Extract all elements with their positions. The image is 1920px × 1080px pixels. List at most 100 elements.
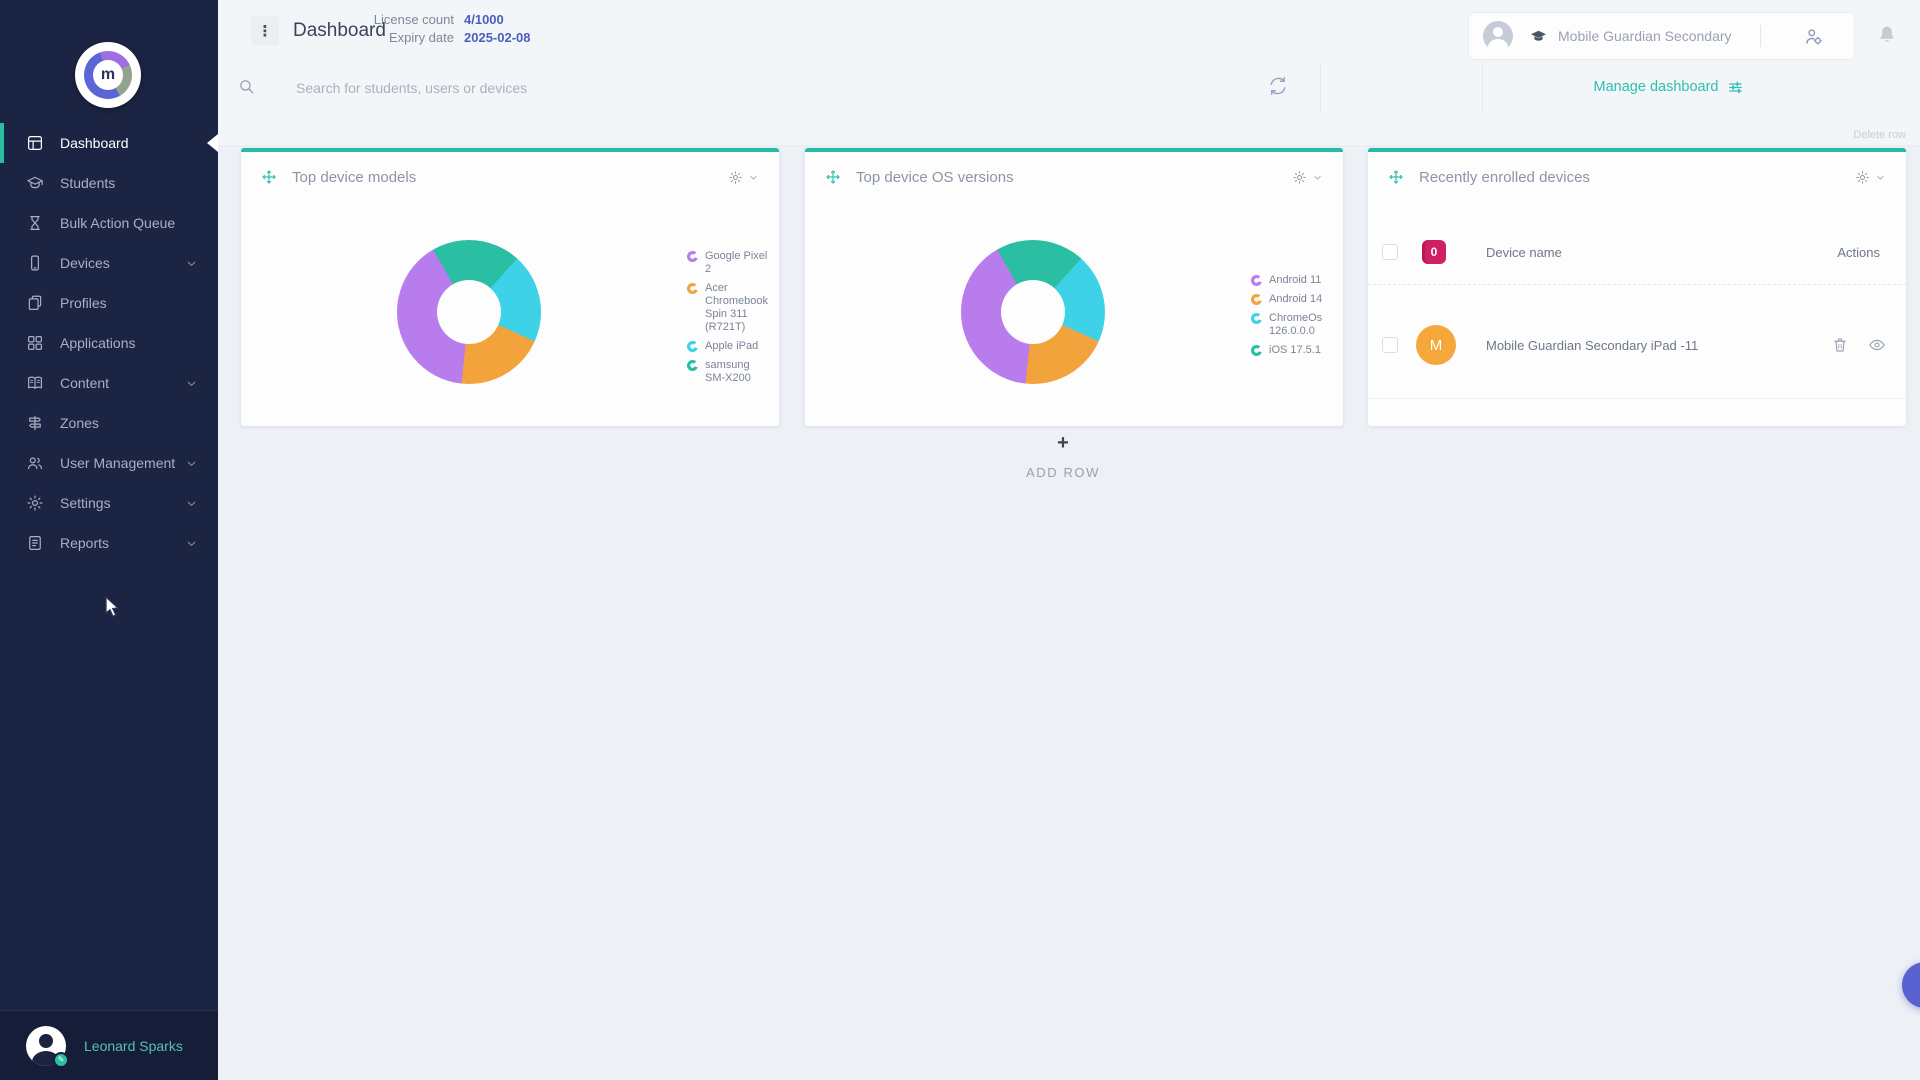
page-menu-button[interactable]: ⋮: [251, 16, 279, 46]
chevron-down-icon[interactable]: [1312, 172, 1323, 183]
plus-icon: +: [1057, 432, 1069, 454]
actions-column-header: Actions: [1837, 244, 1880, 260]
organization-name: Mobile Guardian Secondary: [1558, 28, 1732, 44]
legend-label: Android 14: [1269, 293, 1323, 305]
os-versions-donut-chart: [961, 240, 1105, 384]
view-device-eye-icon[interactable]: [1868, 336, 1886, 354]
graduation-cap-icon: [1529, 27, 1548, 46]
chevron-down-icon: [185, 377, 198, 390]
chart-legend: Google Pixel 2 Acer Chromebook Spin 311 (…: [687, 250, 769, 391]
sidebar-item-label: Devices: [60, 255, 110, 271]
legend-label: Apple iPad: [705, 340, 759, 352]
device-icon: [26, 254, 44, 272]
sidebar-item-label: Content: [60, 375, 110, 391]
sidebar-item-devices[interactable]: Devices: [0, 243, 218, 283]
legend-label: iOS 17.5.1: [1269, 344, 1321, 356]
sidebar-item-applications[interactable]: Applications: [0, 323, 218, 363]
divider: [1759, 25, 1761, 47]
book-icon: [26, 374, 44, 392]
legend-swatch-icon: [687, 283, 698, 294]
logo-ring: m: [84, 51, 132, 99]
app-logo: m: [75, 42, 141, 108]
sidebar-item-label: Dashboard: [60, 135, 129, 151]
chevron-down-icon: [185, 497, 198, 510]
delete-row-button[interactable]: Delete row: [1853, 129, 1906, 141]
sidebar-item-profiles[interactable]: Profiles: [0, 283, 218, 323]
drag-handle-icon[interactable]: [825, 169, 841, 185]
page-title: Dashboard: [293, 20, 386, 41]
select-all-checkbox[interactable]: [1382, 244, 1398, 260]
notifications-bell-icon[interactable]: [1876, 24, 1898, 46]
sidebar: m Dashboard Students Bulk Action Queue Devi…: [0, 0, 218, 1080]
pages-icon: [26, 294, 44, 312]
mouse-cursor: [105, 596, 120, 618]
search-icon: [238, 78, 255, 95]
chevron-down-icon: [185, 257, 198, 270]
logo-letter: m: [100, 66, 116, 83]
chevron-down-icon[interactable]: [748, 172, 759, 183]
divider: [1368, 398, 1906, 399]
license-count-label: License count: [373, 12, 454, 27]
legend-swatch-icon: [1251, 294, 1262, 305]
user-name[interactable]: Leonard Sparks: [84, 1037, 183, 1054]
legend-label: Google Pixel 2: [705, 250, 768, 275]
sidebar-user-footer[interactable]: ✎ Leonard Sparks: [0, 1010, 218, 1080]
delete-device-trash-icon[interactable]: [1831, 336, 1849, 354]
apps-grid-icon: [26, 334, 44, 352]
edit-profile-icon[interactable]: ✎: [53, 1051, 69, 1068]
graduation-cap-icon: [26, 174, 44, 192]
legend-swatch-icon: [687, 251, 698, 262]
legend-swatch-icon: [687, 360, 698, 371]
sidebar-item-settings[interactable]: Settings: [0, 483, 218, 523]
sidebar-item-zones[interactable]: Zones: [0, 403, 218, 443]
card-settings-gear-icon[interactable]: [1855, 170, 1870, 185]
legend-item-apple-ipad: Apple iPad: [687, 340, 769, 353]
table-header-row: 0 Device name Actions: [1368, 222, 1906, 282]
sidebar-item-user-management[interactable]: User Management: [0, 443, 218, 483]
user-settings-icon[interactable]: [1803, 26, 1824, 47]
kebab-icon: ⋮: [257, 23, 273, 40]
sidebar-item-content[interactable]: Content: [0, 363, 218, 403]
legend-label: ChromeOs 126.0.0.0: [1269, 312, 1323, 337]
sidebar-item-dashboard[interactable]: Dashboard: [0, 123, 218, 163]
legend-label: samsung SM-X200: [705, 359, 751, 384]
table-row: M Mobile Guardian Secondary iPad -11: [1368, 302, 1906, 388]
sidebar-item-bulk-action-queue[interactable]: Bulk Action Queue: [0, 203, 218, 243]
dashboard-icon: [26, 134, 44, 152]
hourglass-icon: [26, 214, 44, 232]
sidebar-item-label: Bulk Action Queue: [60, 215, 176, 231]
sidebar-item-label: Settings: [60, 495, 111, 511]
add-row-button[interactable]: + ADD ROW: [963, 430, 1163, 480]
card-title: Top device models: [292, 168, 417, 186]
refresh-icon[interactable]: [1267, 75, 1289, 97]
card-settings-gear-icon[interactable]: [1292, 170, 1307, 185]
manage-dashboard-link[interactable]: Manage dashboard: [1482, 62, 1856, 112]
legend-item-android-14: Android 14: [1251, 293, 1349, 306]
sidebar-item-label: User Management: [60, 455, 176, 471]
legend-swatch-icon: [687, 341, 698, 352]
add-row-label: ADD ROW: [1025, 465, 1101, 480]
sidebar-item-students[interactable]: Students: [0, 163, 218, 203]
sidebar-item-label: Applications: [60, 335, 136, 351]
chevron-down-icon[interactable]: [1875, 172, 1886, 183]
expiry-date-value: 2025-02-08: [464, 30, 531, 45]
license-info: License count 4/1000 Expiry date 2025-02…: [362, 11, 531, 47]
device-models-donut-chart: [397, 240, 541, 384]
sidebar-item-label: Zones: [60, 415, 99, 431]
license-count-value: 4/1000: [464, 12, 504, 27]
legend-label: Android 11: [1269, 274, 1322, 286]
legend-item-acer-chromebook-spin-311-r721t-: Acer Chromebook Spin 311 (R721T): [687, 282, 769, 334]
sidebar-item-reports[interactable]: Reports: [0, 523, 218, 563]
legend-swatch-icon: [1251, 275, 1262, 286]
chevron-down-icon: [185, 537, 198, 550]
sidebar-nav: Dashboard Students Bulk Action Queue Device…: [0, 123, 218, 563]
drag-handle-icon[interactable]: [261, 169, 277, 185]
search-input[interactable]: Search for students, users or devices: [296, 80, 528, 96]
drag-handle-icon[interactable]: [1388, 169, 1404, 185]
divider: [1482, 62, 1483, 112]
organization-selector[interactable]: Mobile Guardian Secondary: [1468, 12, 1855, 60]
row-checkbox[interactable]: [1382, 337, 1398, 353]
sliders-icon: [1727, 79, 1744, 96]
card-settings-gear-icon[interactable]: [728, 170, 743, 185]
legend-item-ios-17-5-1: iOS 17.5.1: [1251, 344, 1349, 357]
